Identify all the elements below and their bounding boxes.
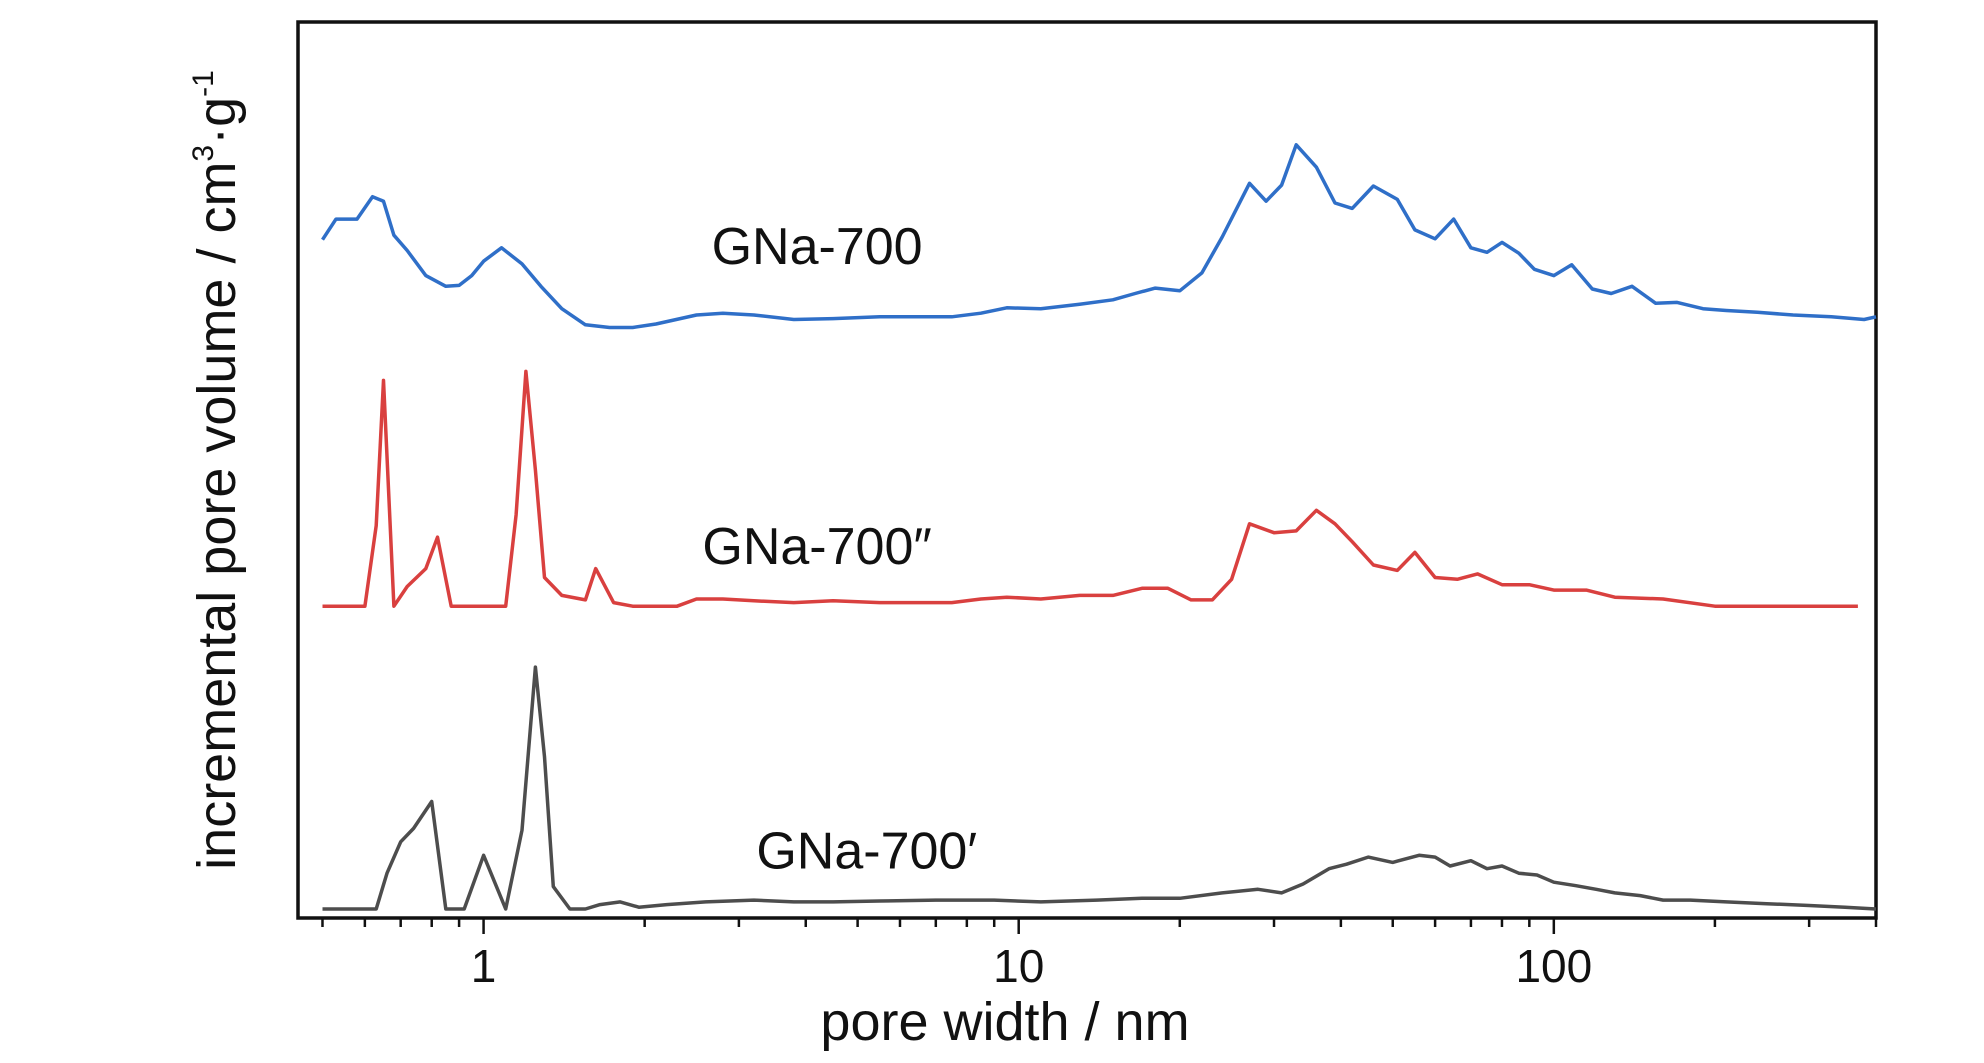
series-label-1: GNa-700″ — [702, 518, 931, 576]
x-tick-label: 10 — [993, 940, 1044, 992]
y-axis-title-main: incremental pore volume / cm — [187, 162, 247, 870]
x-axis-ticks: 1 10 100 — [321, 918, 1878, 992]
series-lines — [321, 143, 1877, 911]
series-line-0 — [321, 143, 1877, 330]
series-line-1 — [322, 369, 1858, 608]
plot-frame — [296, 20, 1878, 920]
series-labels: GNa-700 GNa-700″ GNa-700′ — [702, 218, 977, 881]
x-tick-label: 1 — [471, 940, 497, 992]
series-label-2: GNa-700′ — [756, 823, 977, 881]
y-axis-title: incremental pore volume / cm3·g-1 — [187, 70, 247, 870]
x-tick-label: 100 — [1515, 940, 1592, 992]
series-line-2 — [322, 665, 1877, 911]
y-axis-title-sup2: -1 — [187, 70, 220, 97]
series-label-0: GNa-700 — [712, 218, 923, 276]
y-axis-title-mid: ·g — [187, 97, 247, 145]
x-axis-title: pore width / nm — [820, 992, 1189, 1052]
y-axis-title-sup1: 3 — [187, 145, 220, 162]
